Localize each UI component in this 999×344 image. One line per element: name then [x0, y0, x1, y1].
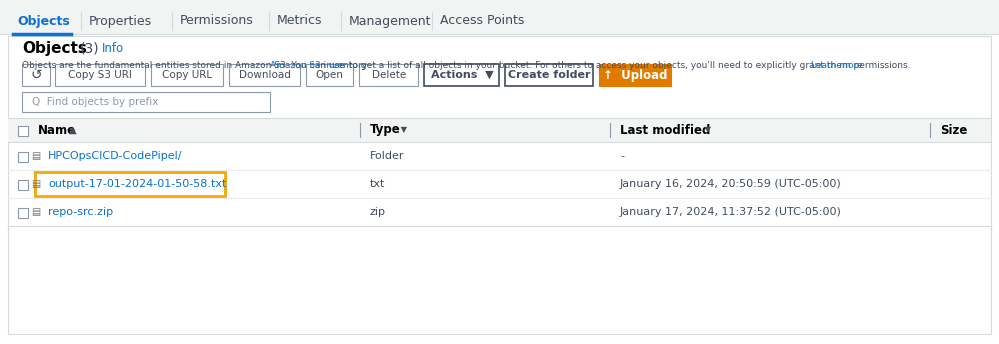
- Text: Metrics: Metrics: [277, 14, 323, 28]
- Text: repo-src.zip: repo-src.zip: [48, 207, 113, 217]
- Text: to get a list of all objects in your bucket. For others to access your objects, : to get a list of all objects in your buc…: [346, 61, 913, 69]
- Text: January 16, 2024, 20:50:59 (UTC-05:00): January 16, 2024, 20:50:59 (UTC-05:00): [620, 179, 842, 189]
- FancyBboxPatch shape: [151, 64, 223, 86]
- Text: Name: Name: [38, 123, 76, 137]
- Text: (3): (3): [80, 42, 100, 56]
- Text: Type: Type: [370, 123, 401, 137]
- Text: Management: Management: [349, 14, 431, 28]
- Text: Copy S3 URI: Copy S3 URI: [68, 70, 132, 80]
- Text: ▲: ▲: [66, 125, 77, 135]
- FancyBboxPatch shape: [18, 152, 28, 162]
- FancyBboxPatch shape: [22, 92, 270, 112]
- Text: ▤: ▤: [31, 179, 41, 189]
- Text: Delete: Delete: [372, 70, 406, 80]
- Text: Permissions: Permissions: [180, 14, 254, 28]
- Text: Properties: Properties: [89, 14, 152, 28]
- Text: Access Points: Access Points: [440, 14, 523, 28]
- Text: ↑  Upload: ↑ Upload: [603, 68, 667, 82]
- Text: Amazon S3 inventory: Amazon S3 inventory: [271, 61, 368, 69]
- FancyBboxPatch shape: [307, 64, 354, 86]
- FancyBboxPatch shape: [229, 64, 301, 86]
- Text: ↺: ↺: [30, 68, 42, 82]
- FancyBboxPatch shape: [22, 64, 50, 86]
- Text: zip: zip: [370, 207, 386, 217]
- FancyBboxPatch shape: [0, 0, 999, 34]
- Text: Folder: Folder: [370, 151, 405, 161]
- Text: -: -: [620, 151, 624, 161]
- Text: Q  Find objects by prefix: Q Find objects by prefix: [32, 97, 159, 107]
- Text: Download: Download: [239, 70, 291, 80]
- FancyBboxPatch shape: [18, 208, 28, 218]
- FancyBboxPatch shape: [360, 64, 419, 86]
- Text: output-17-01-2024-01-50-58.txt: output-17-01-2024-01-50-58.txt: [48, 179, 227, 189]
- FancyBboxPatch shape: [8, 36, 991, 334]
- Text: ▼: ▼: [702, 126, 711, 135]
- Text: Actions  ▼: Actions ▼: [431, 70, 494, 80]
- Text: Open: Open: [316, 70, 344, 80]
- Text: Objects: Objects: [17, 14, 70, 28]
- Text: Objects: Objects: [22, 42, 87, 56]
- Text: Objects are the fundamental entities stored in Amazon S3. You can use: Objects are the fundamental entities sto…: [22, 61, 348, 69]
- Text: ▼: ▼: [398, 126, 408, 135]
- FancyBboxPatch shape: [8, 118, 991, 142]
- FancyBboxPatch shape: [18, 126, 28, 136]
- FancyBboxPatch shape: [425, 64, 500, 86]
- Text: Info: Info: [102, 43, 124, 55]
- Text: ▤: ▤: [31, 207, 41, 217]
- Text: ▤: ▤: [31, 151, 41, 161]
- Text: Learn more: Learn more: [811, 61, 862, 69]
- FancyBboxPatch shape: [55, 64, 145, 86]
- Text: Create folder: Create folder: [508, 70, 590, 80]
- Text: January 17, 2024, 11:37:52 (UTC-05:00): January 17, 2024, 11:37:52 (UTC-05:00): [620, 207, 842, 217]
- Text: txt: txt: [370, 179, 386, 189]
- Text: HPCOpsCICD-CodePipel/: HPCOpsCICD-CodePipel/: [48, 151, 183, 161]
- FancyBboxPatch shape: [599, 64, 671, 86]
- Text: Last modified: Last modified: [620, 123, 710, 137]
- FancyBboxPatch shape: [18, 180, 28, 190]
- Text: Size: Size: [940, 123, 967, 137]
- FancyBboxPatch shape: [505, 64, 593, 86]
- Text: Copy URL: Copy URL: [162, 70, 212, 80]
